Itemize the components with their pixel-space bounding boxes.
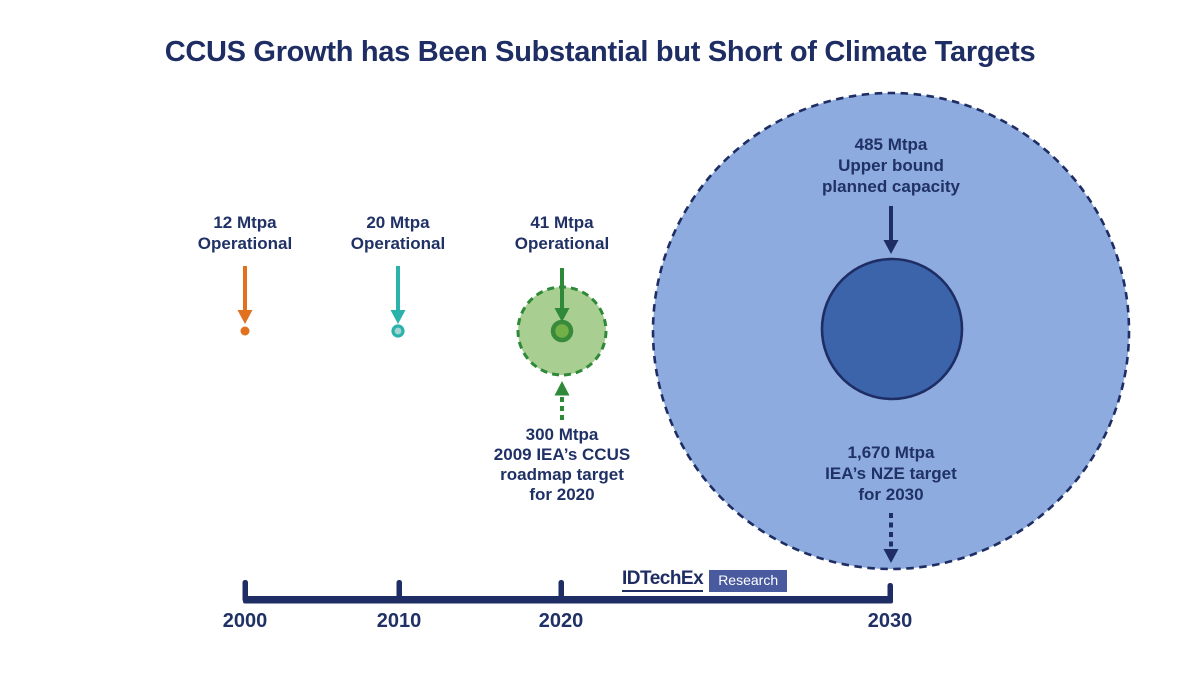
tick-2000 xyxy=(242,580,248,602)
arrow-planned-capacity-2030 xyxy=(883,206,899,254)
research-badge: Research xyxy=(709,569,788,592)
year-label-2010: 2010 xyxy=(376,610,422,632)
label-operational-2000: 12 Mtpa Operational xyxy=(197,213,293,253)
arrow-operational-2020 xyxy=(554,268,570,322)
idtechex-research-logo: IDTechEx Research xyxy=(622,569,788,592)
bubble-operational-2020 xyxy=(550,319,574,343)
year-label-2020: 2020 xyxy=(538,610,584,632)
timeline-bar xyxy=(243,596,893,604)
arrow-roadmap-target-2020 xyxy=(554,381,570,420)
tick-2030 xyxy=(887,583,893,602)
label-operational-2010: 20 Mtpa Operational xyxy=(350,213,446,253)
year-label-2000: 2000 xyxy=(222,610,268,632)
timeline-axis xyxy=(242,580,893,604)
label-nze-target-2030: 1,670 Mtpa IEA’s NZE target for 2030 xyxy=(825,443,957,504)
label-operational-2020: 41 Mtpa Operational xyxy=(514,213,610,253)
bubble-operational-2000 xyxy=(240,326,250,336)
tick-2010 xyxy=(396,580,402,602)
chart-title: CCUS Growth has Been Substantial but Sho… xyxy=(164,36,1036,68)
label-planned-capacity-2030: 485 Mtpa Upper bound planned capacity xyxy=(822,135,960,196)
arrow-operational-2000 xyxy=(237,266,253,324)
arrow-nze-target-2030 xyxy=(883,513,899,563)
year-label-2030: 2030 xyxy=(867,610,913,632)
idtechex-wordmark: IDTechEx xyxy=(622,569,704,592)
bubble-planned-capacity-2030 xyxy=(820,257,964,401)
arrow-operational-2010 xyxy=(390,266,406,324)
tick-2020 xyxy=(558,580,564,602)
bubble-operational-2010 xyxy=(391,324,405,338)
label-roadmap-target-2020: 300 Mtpa 2009 IEA’s CCUS roadmap target … xyxy=(493,425,631,504)
